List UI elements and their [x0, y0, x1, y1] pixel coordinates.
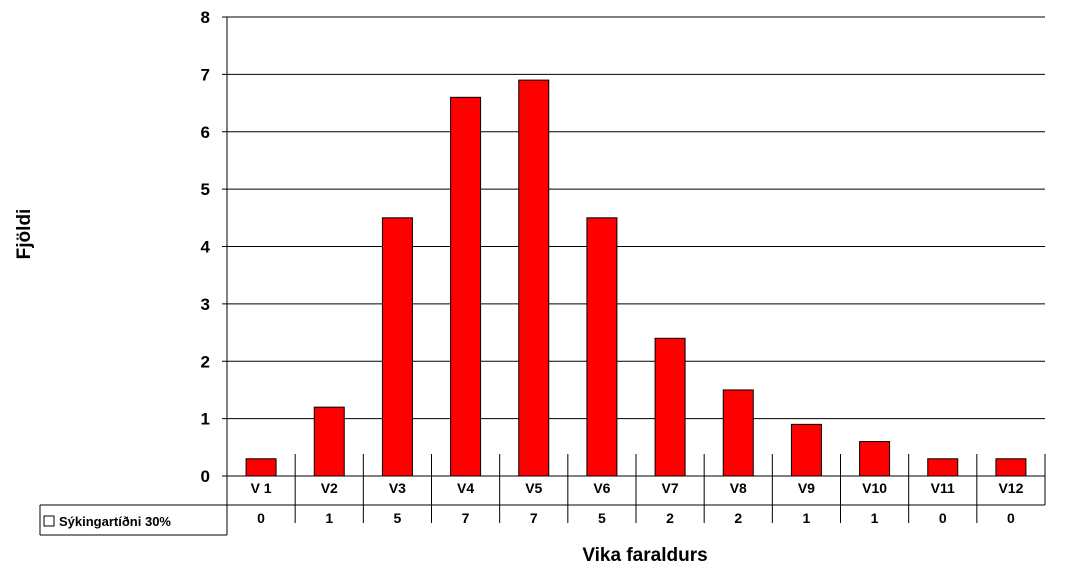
y-tick-label: 3 — [201, 295, 210, 314]
y-tick-label: 1 — [201, 410, 210, 429]
table-value: 7 — [530, 510, 538, 526]
bar — [927, 458, 959, 477]
y-tick-label: 6 — [201, 123, 210, 142]
table-value: 2 — [666, 510, 674, 526]
x-tick-label: V7 — [662, 480, 679, 496]
bar — [518, 79, 550, 477]
y-tick-label: 0 — [201, 467, 210, 486]
table-value: 7 — [462, 510, 470, 526]
x-tick-label: V5 — [525, 480, 542, 496]
legend-swatch — [43, 515, 55, 527]
y-tick-label: 5 — [201, 180, 210, 199]
bar — [722, 389, 754, 477]
x-tick-label: V3 — [389, 480, 406, 496]
y-axis-title: Fjöldi — [14, 209, 35, 260]
table-value: 0 — [257, 510, 265, 526]
x-tick-label: V4 — [457, 480, 474, 496]
y-tick-label: 4 — [201, 238, 211, 257]
x-axis-title: Vika faraldurs — [582, 545, 707, 566]
gridlines — [222, 16, 1045, 477]
legend-label: Sýkingartíðni 30% — [59, 514, 171, 529]
x-tick-label: V12 — [998, 480, 1023, 496]
bar — [654, 337, 686, 477]
bar — [790, 423, 822, 477]
bar — [450, 96, 482, 477]
data-table: V 1 0 V2 1 V3 5 V4 7 V5 7 V6 5 V7 2 V8 2 V9 1 V10 1 V11 0 V12 0 — [39, 454, 1046, 536]
table-value: 5 — [394, 510, 402, 526]
table-value: 1 — [871, 510, 879, 526]
y-tick-label: 2 — [201, 352, 210, 371]
legend: Sýkingartíðni 30% — [43, 514, 171, 529]
table-value: 5 — [598, 510, 606, 526]
bar — [381, 217, 413, 477]
x-tick-label: V6 — [593, 480, 610, 496]
x-tick-label: V9 — [798, 480, 815, 496]
bar — [586, 217, 618, 477]
y-tick-labels: 0 1 2 3 4 5 6 7 8 — [201, 8, 211, 486]
x-tick-label: V 1 — [251, 480, 272, 496]
x-tick-label: V10 — [862, 480, 887, 496]
x-tick-label: V8 — [730, 480, 747, 496]
bars — [245, 79, 1027, 477]
x-tick-label: V11 — [931, 480, 955, 496]
y-tick-label: 7 — [201, 65, 210, 84]
table-value: 2 — [734, 510, 742, 526]
table-value: 0 — [939, 510, 947, 526]
y-tick-label: 8 — [201, 8, 210, 27]
x-tick-label: V2 — [321, 480, 338, 496]
table-value: 1 — [803, 510, 811, 526]
bar — [995, 458, 1027, 477]
table-value: 1 — [325, 510, 333, 526]
bar — [859, 441, 891, 477]
bar — [245, 458, 277, 477]
table-value: 0 — [1007, 510, 1015, 526]
bar — [313, 406, 345, 477]
